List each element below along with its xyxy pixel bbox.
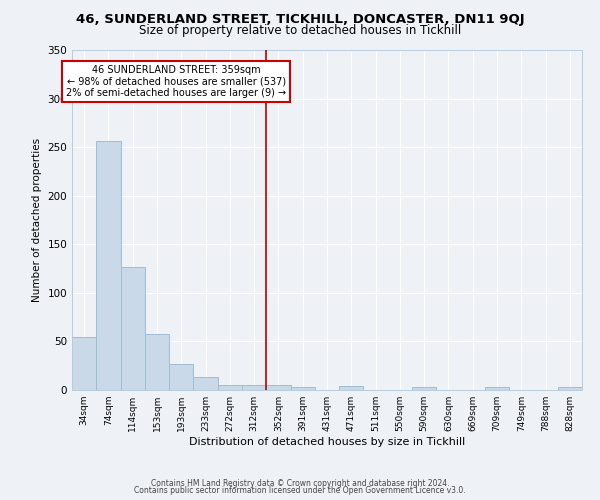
Bar bbox=[72, 336, 96, 390]
Bar bbox=[218, 385, 242, 390]
Bar bbox=[485, 387, 509, 390]
Bar bbox=[242, 385, 266, 390]
Bar bbox=[290, 387, 315, 390]
Text: Contains HM Land Registry data © Crown copyright and database right 2024.: Contains HM Land Registry data © Crown c… bbox=[151, 478, 449, 488]
Bar bbox=[169, 364, 193, 390]
Bar bbox=[96, 142, 121, 390]
Bar bbox=[145, 334, 169, 390]
Text: 46, SUNDERLAND STREET, TICKHILL, DONCASTER, DN11 9QJ: 46, SUNDERLAND STREET, TICKHILL, DONCAST… bbox=[76, 12, 524, 26]
Text: Size of property relative to detached houses in Tickhill: Size of property relative to detached ho… bbox=[139, 24, 461, 37]
Bar bbox=[121, 266, 145, 390]
Bar bbox=[339, 386, 364, 390]
Bar bbox=[266, 385, 290, 390]
X-axis label: Distribution of detached houses by size in Tickhill: Distribution of detached houses by size … bbox=[189, 437, 465, 447]
Bar bbox=[193, 378, 218, 390]
Bar bbox=[412, 387, 436, 390]
Text: Contains public sector information licensed under the Open Government Licence v3: Contains public sector information licen… bbox=[134, 486, 466, 495]
Text: 46 SUNDERLAND STREET: 359sqm
← 98% of detached houses are smaller (537)
2% of se: 46 SUNDERLAND STREET: 359sqm ← 98% of de… bbox=[67, 64, 286, 98]
Bar bbox=[558, 387, 582, 390]
Y-axis label: Number of detached properties: Number of detached properties bbox=[32, 138, 42, 302]
